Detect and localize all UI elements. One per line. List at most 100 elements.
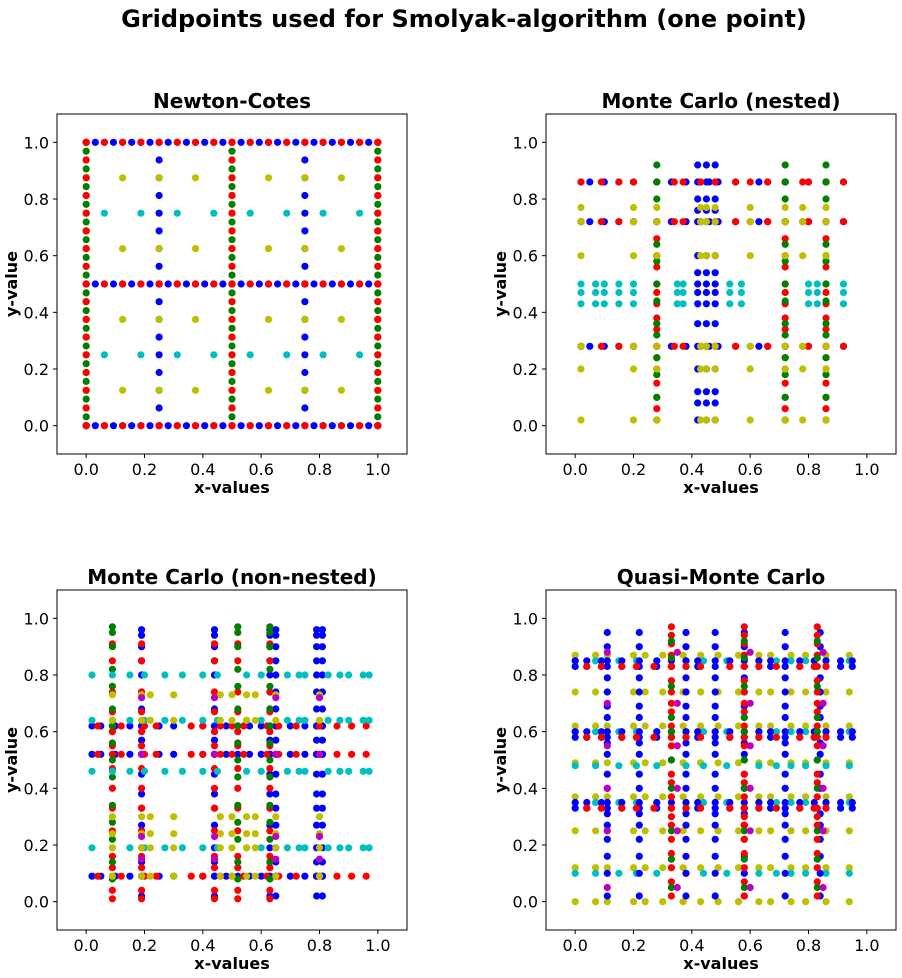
scatter-point [356,209,364,217]
scatter-point [164,138,172,146]
scatter-point [234,665,242,673]
x-tick-label: 0.2 [132,936,157,955]
scatter-points [88,623,373,903]
scatter-point [108,872,116,880]
scatter-point [272,643,280,651]
scatter-point [272,804,280,812]
scatter-point [91,422,99,430]
scatter-point [228,722,236,730]
scatter-point [301,333,309,341]
scatter-point [837,657,845,665]
scatter-point [286,872,294,880]
scatter-point [667,827,676,835]
scatter-point [667,677,676,685]
scatter-point [603,742,611,750]
scatter-point [374,298,382,306]
scatter-point [603,759,611,767]
scatter-point [813,662,821,671]
scatter-point [650,733,658,741]
scatter-point [822,161,830,169]
scatter-point [228,324,236,332]
scatter-point [781,257,789,265]
scatter-point [641,759,649,767]
scatter-point [315,722,324,730]
scatter-point [228,307,236,315]
scatter-point [234,750,242,758]
scatter-point [839,280,848,288]
scatter-point [164,422,172,430]
y-tick-label: 0.6 [513,247,538,266]
scatter-point [199,872,207,880]
scatter-point [679,898,687,906]
scatter-point [740,654,748,662]
scatter-point [346,422,355,430]
scatter-point [138,872,146,880]
scatter-point [813,827,821,835]
scatter-point [374,245,382,253]
scatter-point [755,733,763,741]
scatter-point [597,342,606,350]
scatter-point [266,657,274,665]
scatter-point [178,716,186,724]
scatter-point [228,716,236,724]
scatter-point [592,793,600,801]
scatter-point [337,138,345,146]
scatter-point [577,252,585,260]
scatter-point [781,218,789,226]
scatter-point [592,869,600,877]
scatter-point [319,351,327,359]
scatter-point [272,694,280,702]
scatter-point [283,844,291,852]
scatter-point [711,365,719,373]
scatter-point [653,869,661,877]
scatter-point [266,688,274,696]
scatter-point [597,798,606,807]
scatter-point [82,360,90,368]
scatter-point [781,713,789,722]
scatter-point [845,793,853,801]
scatter-point [82,209,90,217]
scatter-point [702,416,711,424]
scatter-point [345,716,353,724]
scatter-point [362,750,370,758]
scatter-point [108,835,116,843]
scatter-point [603,852,611,860]
scatter-point [336,767,344,775]
scatter-point [822,195,830,203]
scatter-point [629,342,638,350]
scatter-point [702,203,711,212]
scatter-point [191,386,200,394]
scatter-point [767,722,775,730]
scatter-point [374,342,382,350]
scatter-point [813,631,821,639]
scatter-point [694,657,702,665]
scatter-point [228,750,236,758]
scatter-point [726,657,734,665]
scatter-point [187,750,195,758]
scatter-point [301,844,309,852]
scatter-point [228,830,236,838]
scatter-point [138,631,146,639]
scatter-point [635,852,643,860]
scatter-point [138,855,146,863]
scatter-point [702,252,711,260]
scatter-point [781,784,789,792]
scatter-point [726,733,734,741]
scatter-point [755,657,763,665]
scatter-point [740,722,748,730]
scatter-point [781,702,789,710]
scatter-point [170,830,178,838]
scatter-point [734,759,743,767]
scatter-point [740,784,748,792]
scatter-point [571,793,579,801]
scatter-point [799,416,807,424]
scatter-point [694,320,702,328]
scatter-point [170,844,178,852]
scatter-point [781,297,789,305]
scatter-point [740,892,748,900]
scatter-point [603,864,611,872]
scatter-point [618,662,626,671]
scatter-point [170,813,178,821]
scatter-point [711,821,719,829]
scatter-point [667,835,676,843]
